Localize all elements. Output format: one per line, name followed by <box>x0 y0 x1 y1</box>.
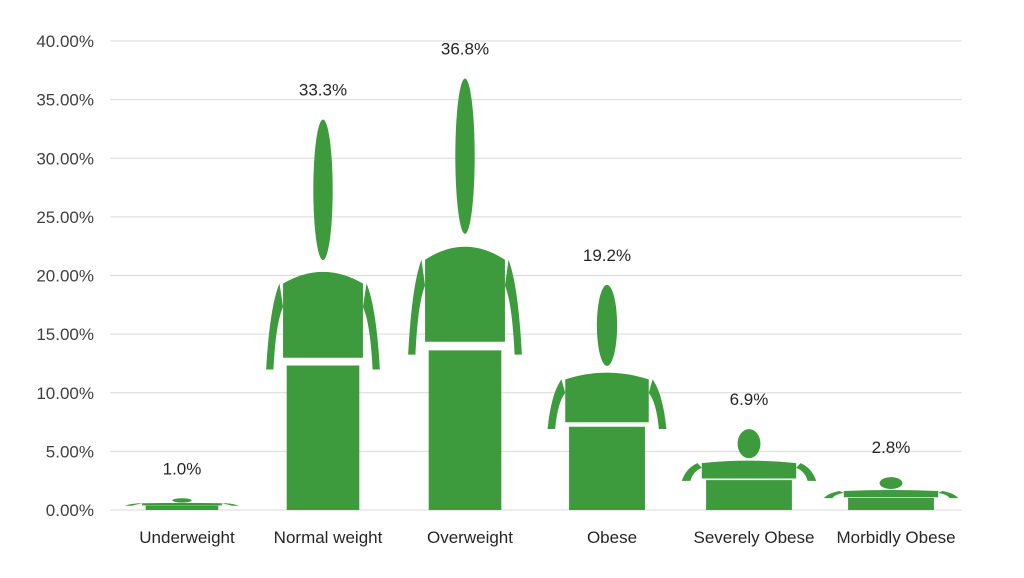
bar-figure <box>547 284 667 510</box>
x-category-label: Morbidly Obese <box>836 528 955 547</box>
x-category-label: Overweight <box>427 528 513 547</box>
x-category-label: Underweight <box>139 528 235 547</box>
bar-figure <box>408 78 522 510</box>
y-tick-label: 40.00% <box>36 32 94 51</box>
bar-figure-shape <box>266 119 380 510</box>
bar-figure <box>266 119 380 510</box>
y-axis-tick-labels: 0.00% 5.00% 10.00% 15.00% 20.00% 25.00% 30.00%… <box>36 32 94 520</box>
x-category-label: Obese <box>587 528 637 547</box>
data-label: 33.3% <box>299 81 347 100</box>
bars <box>125 78 959 510</box>
y-tick-label: 20.00% <box>36 267 94 286</box>
gridlines <box>110 40 962 511</box>
y-tick-label: 35.00% <box>36 91 94 110</box>
bar-figure <box>681 429 817 510</box>
data-label: 19.2% <box>583 246 631 265</box>
bar-figure-shape <box>823 477 959 510</box>
y-tick-label: 15.00% <box>36 325 94 344</box>
y-tick-label: 10.00% <box>36 384 94 403</box>
data-label: 6.9% <box>730 390 769 409</box>
x-axis-category-labels: Underweight Normal weight Overweight Obese S… <box>139 528 955 547</box>
data-label: 1.0% <box>163 459 202 478</box>
bar-figure <box>823 477 959 510</box>
bar-figure <box>125 498 239 510</box>
x-category-label: Severely Obese <box>694 528 815 547</box>
y-tick-label: 0.00% <box>46 501 94 520</box>
data-label: 2.8% <box>872 438 911 457</box>
bar-figure-shape <box>681 429 817 510</box>
x-category-label: Normal weight <box>274 528 383 547</box>
bar-figure-shape <box>408 78 522 510</box>
data-label: 36.8% <box>441 40 489 59</box>
y-tick-label: 25.00% <box>36 208 94 227</box>
data-labels: 1.0% 33.3% 36.8% 19.2% 6.9% 2.8% <box>163 40 911 479</box>
bar-figure-shape <box>547 284 667 510</box>
y-tick-label: 30.00% <box>36 149 94 168</box>
bar-figure-shape <box>125 498 239 510</box>
y-tick-label: 5.00% <box>46 442 94 461</box>
